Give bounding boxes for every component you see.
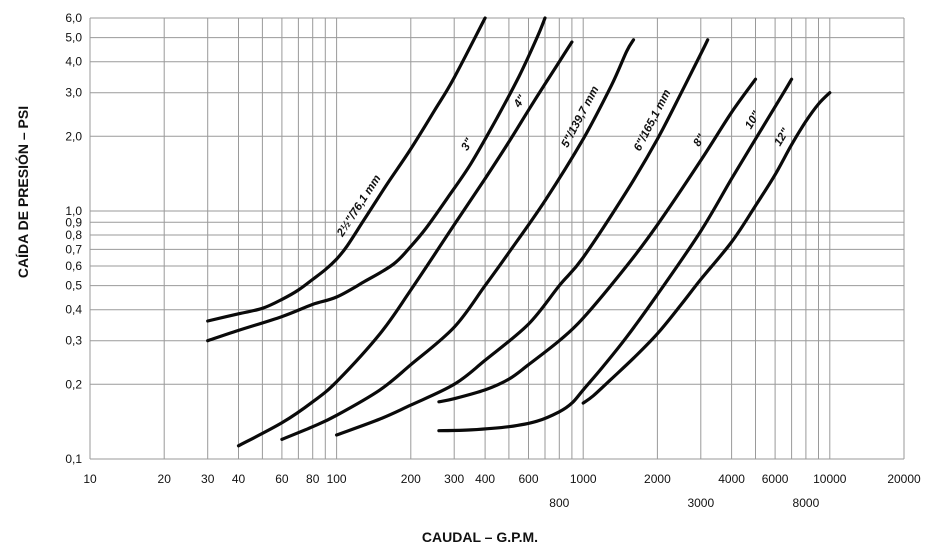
x-tick-label: 60 xyxy=(275,472,289,486)
x-tick-label: 1000 xyxy=(570,472,597,486)
curves xyxy=(206,16,832,448)
y-tick-label: 5,0 xyxy=(65,31,82,45)
y-tick-label: 0,3 xyxy=(65,334,82,348)
x-tick-label: 6000 xyxy=(762,472,789,486)
x-tick-label: 2000 xyxy=(644,472,671,486)
series-line xyxy=(236,40,574,448)
series-label: 4" xyxy=(511,93,528,111)
y-tick-label: 4,0 xyxy=(65,55,82,69)
y-tick-label: 0,2 xyxy=(65,377,82,391)
x-tick-label: 20000 xyxy=(887,472,921,486)
x-tick-label: 40 xyxy=(232,472,246,486)
x-tick-label: 600 xyxy=(518,472,538,486)
x-tick-label: 800 xyxy=(549,496,569,510)
y-tick-label: 6,0 xyxy=(65,11,82,25)
series-label: 8" xyxy=(691,132,708,149)
series-label: 10" xyxy=(743,109,763,131)
series-line xyxy=(206,16,487,323)
y-tick-label: 0,7 xyxy=(65,242,82,256)
x-tick-label: 10 xyxy=(83,472,97,486)
series-line xyxy=(335,38,710,437)
y-tick-label: 0,8 xyxy=(65,228,82,242)
y-tick-label: 0,4 xyxy=(65,303,82,317)
series-line xyxy=(280,38,636,441)
x-axis-title: CAUDAL – G.P.M. xyxy=(422,529,538,545)
series-line xyxy=(437,77,794,433)
series-line xyxy=(581,91,832,405)
y-tick-label: 2,0 xyxy=(65,129,82,143)
x-tick-label: 3000 xyxy=(687,496,714,510)
grid xyxy=(89,17,905,460)
tick-labels: 10 20 30 40 60 80 100 200 300 400 600 1000 2000 4000 6… xyxy=(65,11,921,510)
x-tick-label: 300 xyxy=(444,472,464,486)
x-tick-label: 80 xyxy=(306,472,320,486)
y-tick-label: 3,0 xyxy=(65,86,82,100)
series-line xyxy=(206,16,547,343)
x-tick-label: 20 xyxy=(158,472,172,486)
y-tick-label: 0,5 xyxy=(65,279,82,293)
x-tick-label: 30 xyxy=(201,472,215,486)
series-label: 3" xyxy=(459,136,476,153)
y-tick-label: 0,9 xyxy=(65,215,82,229)
x-tick-label: 200 xyxy=(401,472,421,486)
y-tick-label: 0,1 xyxy=(65,452,82,466)
x-tick-label: 400 xyxy=(475,472,495,486)
x-tick-label: 8000 xyxy=(793,496,820,510)
y-tick-label: 1,0 xyxy=(65,204,82,218)
y-tick-label: 0,6 xyxy=(65,259,82,273)
x-tick-label: 4000 xyxy=(718,472,745,486)
x-tick-label: 10000 xyxy=(813,472,847,486)
series-line xyxy=(437,77,758,404)
x-tick-label: 100 xyxy=(327,472,347,486)
y-axis-title: CAÍDA DE PRESIÓN – PSI xyxy=(14,106,31,278)
